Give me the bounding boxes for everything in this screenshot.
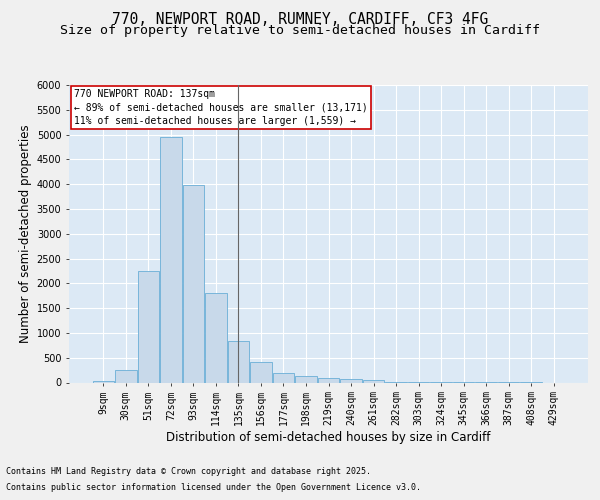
- Y-axis label: Number of semi-detached properties: Number of semi-detached properties: [19, 124, 32, 343]
- Bar: [363, 380, 384, 382]
- Bar: [250, 362, 272, 382]
- Text: Size of property relative to semi-detached houses in Cardiff: Size of property relative to semi-detach…: [60, 24, 540, 37]
- Bar: [182, 185, 204, 382]
- Bar: [115, 370, 137, 382]
- Bar: [160, 137, 182, 382]
- Bar: [295, 376, 317, 382]
- Text: Contains public sector information licensed under the Open Government Licence v3: Contains public sector information licen…: [6, 484, 421, 492]
- Bar: [273, 372, 294, 382]
- Bar: [318, 378, 339, 382]
- Text: 770, NEWPORT ROAD, RUMNEY, CARDIFF, CF3 4FG: 770, NEWPORT ROAD, RUMNEY, CARDIFF, CF3 …: [112, 12, 488, 28]
- X-axis label: Distribution of semi-detached houses by size in Cardiff: Distribution of semi-detached houses by …: [166, 431, 491, 444]
- Bar: [340, 380, 362, 382]
- Bar: [205, 293, 227, 382]
- Text: 770 NEWPORT ROAD: 137sqm
← 89% of semi-detached houses are smaller (13,171)
11% : 770 NEWPORT ROAD: 137sqm ← 89% of semi-d…: [74, 90, 368, 126]
- Bar: [228, 341, 249, 382]
- Text: Contains HM Land Registry data © Crown copyright and database right 2025.: Contains HM Land Registry data © Crown c…: [6, 467, 371, 476]
- Bar: [92, 381, 114, 382]
- Bar: [137, 271, 159, 382]
